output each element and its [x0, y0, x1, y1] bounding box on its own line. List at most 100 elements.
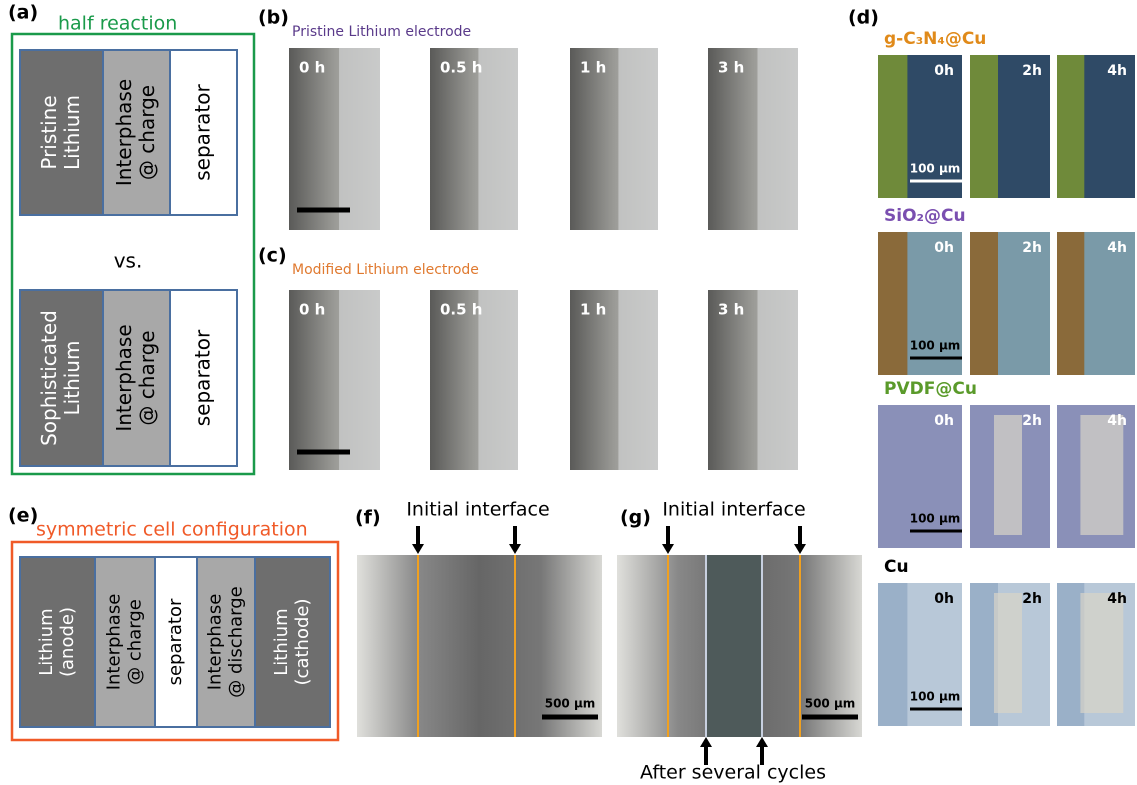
arrow-head	[412, 544, 424, 554]
photo-center	[706, 555, 762, 737]
photo-light	[758, 290, 799, 470]
photo-left	[878, 583, 907, 726]
arrow-head	[700, 737, 712, 747]
dendrite	[1080, 593, 1123, 713]
time-label: 0h	[934, 591, 954, 607]
time-label: 1 h	[580, 59, 606, 77]
block-label: Interphase@ charge	[112, 324, 159, 431]
photo-light	[339, 48, 380, 230]
vs-text: vs.	[114, 249, 143, 273]
time-label: 2h	[1022, 63, 1042, 79]
photo-light	[478, 290, 518, 470]
photo-light	[758, 48, 799, 230]
panel-label: (b)	[258, 7, 289, 29]
block-line: Lithium	[60, 341, 84, 416]
time-label: 2h	[1022, 591, 1042, 607]
panel-label: (d)	[848, 7, 879, 29]
photo-left	[1057, 583, 1084, 726]
photo-left	[878, 55, 907, 198]
scale-label: 100 µm	[910, 339, 961, 353]
dendrite	[1080, 415, 1123, 535]
block-line: (anode)	[57, 607, 78, 677]
scale-label: 100 µm	[910, 690, 961, 704]
row-title: g-C₃N₄@Cu	[884, 29, 986, 49]
dendrite	[994, 415, 1022, 535]
time-label: 0 h	[299, 301, 325, 319]
panel-label: (a)	[8, 2, 38, 24]
time-label: 2h	[1022, 413, 1042, 429]
panel-label: (c)	[258, 245, 287, 267]
block-line: Interphase	[205, 594, 226, 691]
block-line: Lithium	[60, 95, 84, 170]
block-line: @ charge	[135, 85, 159, 180]
photo-left	[970, 232, 998, 375]
annotation: After several cycles	[640, 762, 826, 784]
block-line: @ discharge	[225, 586, 246, 697]
panel-title: Modified Lithium electrode	[292, 262, 479, 278]
scale-label: 500 µm	[545, 697, 596, 711]
time-label: 0h	[934, 240, 954, 256]
block-label: separator	[165, 598, 186, 685]
scale-label: 100 µm	[910, 162, 961, 176]
arrow-head	[662, 544, 674, 554]
scale-label: 100 µm	[910, 512, 961, 526]
time-label: 3 h	[718, 301, 744, 319]
row-title: SiO₂@Cu	[884, 206, 966, 226]
block-line: Interphase	[112, 324, 136, 431]
row-title: PVDF@Cu	[884, 379, 977, 399]
arrow-head	[794, 544, 806, 554]
time-label: 1 h	[580, 301, 606, 319]
time-label: 4h	[1107, 591, 1127, 607]
photo-light	[478, 48, 518, 230]
block-label: separator	[190, 329, 214, 426]
time-label: 0h	[934, 413, 954, 429]
block-line: separator	[165, 598, 186, 685]
block-label: separator	[190, 84, 214, 181]
block-line: Sophisticated	[37, 310, 61, 446]
time-label: 0.5 h	[440, 59, 482, 77]
photo-left	[970, 55, 998, 198]
block-line: @ charge	[124, 599, 145, 685]
photo-left	[1057, 232, 1084, 375]
time-label: 4h	[1107, 413, 1127, 429]
annotation: Initial interface	[662, 499, 805, 521]
photo-light	[618, 48, 658, 230]
photo-left	[878, 232, 907, 375]
panel-label: (f)	[355, 507, 381, 529]
time-label: 0 h	[299, 59, 325, 77]
photo-light	[339, 290, 380, 470]
time-label: 0h	[934, 63, 954, 79]
arrow-head	[509, 544, 521, 554]
block-line: @ charge	[135, 330, 159, 425]
block-line: Interphase	[112, 79, 136, 186]
panel-label: (e)	[8, 505, 38, 527]
block-line: separator	[190, 329, 214, 426]
arrow-head	[756, 737, 768, 747]
panel-label: (g)	[620, 507, 651, 529]
scale-label: 500 µm	[805, 697, 856, 711]
photo-light	[618, 290, 658, 470]
photo-left	[878, 405, 907, 548]
dendrite	[994, 593, 1022, 713]
block-line: Lithium	[271, 608, 292, 675]
block-line: (cathode)	[292, 599, 313, 686]
panel-title: Pristine Lithium electrode	[292, 24, 471, 40]
panel-title: half reaction	[58, 13, 177, 35]
annotation: Initial interface	[406, 499, 549, 521]
block-line: separator	[190, 84, 214, 181]
figure: PristineLithiumInterphase@ chargeseparat…	[0, 0, 1137, 785]
time-label: 2h	[1022, 240, 1042, 256]
panel-title: symmetric cell configuration	[36, 519, 308, 541]
time-label: 4h	[1107, 63, 1127, 79]
block-line: Pristine	[37, 95, 61, 169]
block-line: Interphase	[104, 594, 125, 691]
photo-left	[970, 583, 998, 726]
time-label: 0.5 h	[440, 301, 482, 319]
photo-left	[970, 405, 998, 548]
block-label: Lithium(anode)	[36, 607, 78, 677]
block-line: Lithium	[36, 608, 57, 675]
photo-left	[1057, 55, 1084, 198]
block-label: PristineLithium	[37, 95, 84, 170]
time-label: 3 h	[718, 59, 744, 77]
row-title: Cu	[884, 557, 909, 577]
